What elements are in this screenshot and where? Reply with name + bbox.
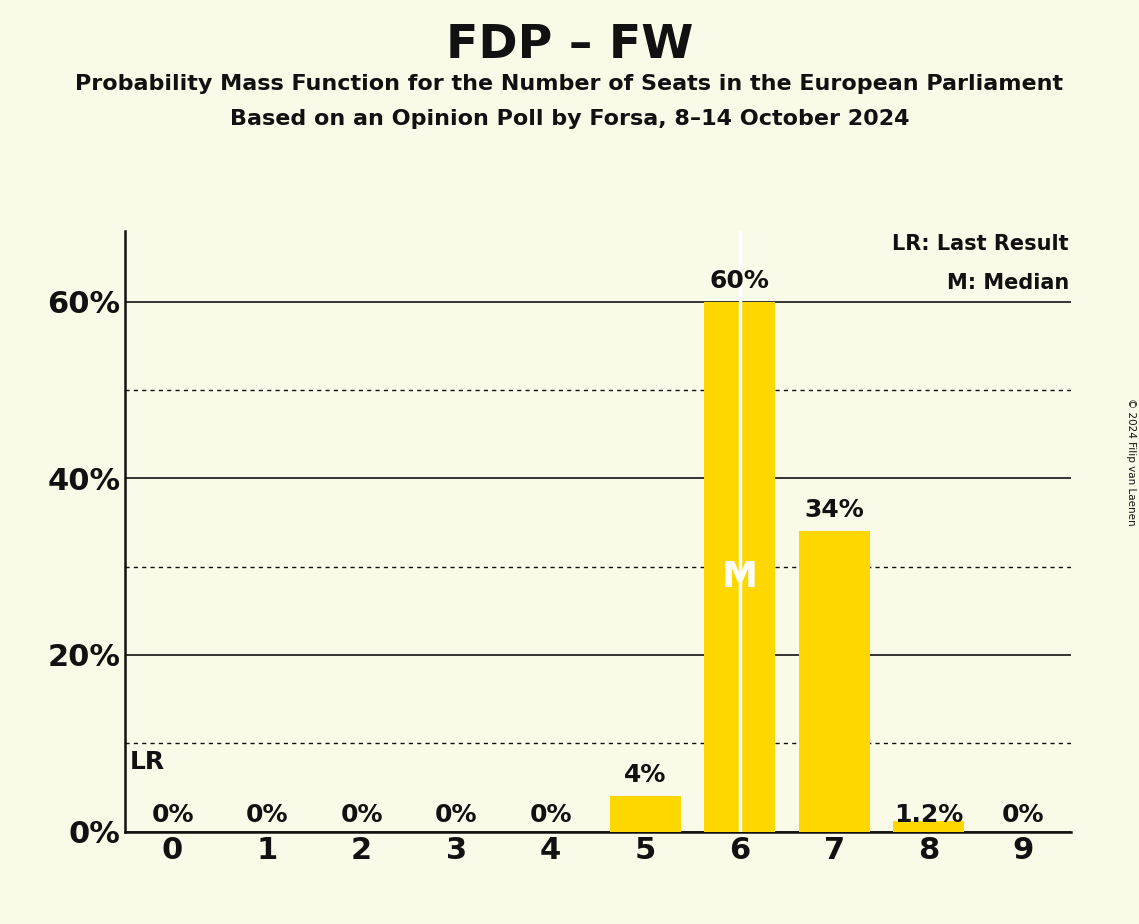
Text: 34%: 34% [804, 498, 865, 522]
Text: LR: Last Result: LR: Last Result [892, 234, 1068, 254]
Text: 1.2%: 1.2% [894, 803, 964, 827]
Text: 4%: 4% [624, 763, 666, 787]
Text: 0%: 0% [151, 803, 194, 827]
Bar [704, 301, 776, 832]
Text: M: M [722, 560, 757, 594]
Bar [893, 821, 965, 832]
Bar [798, 531, 870, 832]
Text: M: Median: M: Median [947, 273, 1068, 293]
Text: Based on an Opinion Poll by Forsa, 8–14 October 2024: Based on an Opinion Poll by Forsa, 8–14 … [230, 109, 909, 129]
Text: 0%: 0% [530, 803, 572, 827]
Bar [609, 796, 681, 832]
Text: © 2024 Filip van Laenen: © 2024 Filip van Laenen [1126, 398, 1136, 526]
Text: FDP – FW: FDP – FW [445, 23, 694, 68]
Text: 0%: 0% [435, 803, 477, 827]
Text: 0%: 0% [246, 803, 288, 827]
Text: 0%: 0% [1002, 803, 1044, 827]
Text: LR: LR [130, 750, 165, 774]
Text: 60%: 60% [710, 269, 770, 293]
Text: Probability Mass Function for the Number of Seats in the European Parliament: Probability Mass Function for the Number… [75, 74, 1064, 94]
Text: 0%: 0% [341, 803, 383, 827]
